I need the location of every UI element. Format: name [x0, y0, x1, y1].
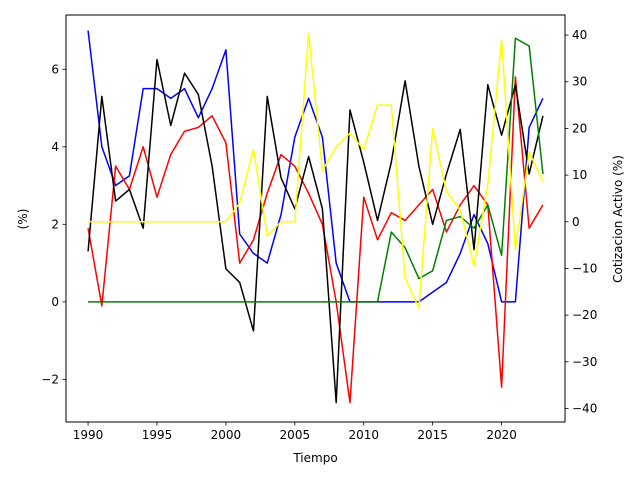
x-tick-label: 2000: [211, 428, 242, 442]
x-tick-label: 2010: [348, 428, 379, 442]
y-right-tick-label: 20: [572, 121, 587, 135]
y-left-axis-ticks: −2 0 2 4 6: [41, 62, 66, 386]
x-tick-label: 1995: [142, 428, 173, 442]
y-right-tick-label: −30: [572, 355, 597, 369]
y-right-tick-label: −10: [572, 261, 597, 275]
x-tick-label: 2005: [280, 428, 311, 442]
y-right-tick-label: 40: [572, 28, 587, 42]
plot-frame: [65, 14, 566, 423]
y-left-tick-label: 4: [51, 140, 59, 154]
x-axis-label: Tiempo: [292, 451, 337, 465]
x-tick-label: 2015: [417, 428, 448, 442]
y-left-tick-label: 0: [51, 295, 59, 309]
x-tick-label: 1990: [73, 428, 104, 442]
y-right-tick-label: −20: [572, 308, 597, 322]
y-right-tick-label: 10: [572, 168, 587, 182]
y-left-axis-label: (%): [16, 209, 30, 230]
series-line-black: [87, 58, 544, 404]
series-line-yellow: [88, 32, 544, 309]
y-right-tick-label: −40: [572, 401, 597, 415]
plot-lines: [87, 30, 544, 404]
y-right-axis-ticks: −40 −30 −20 −10 0 10 20 30 40: [565, 28, 597, 415]
y-right-tick-label: 30: [572, 75, 587, 89]
y-left-tick-label: 2: [51, 217, 59, 231]
x-axis-ticks: 1990 1995 2000 2005 2010 2015 2020: [73, 422, 517, 442]
x-tick-label: 2020: [486, 428, 517, 442]
y-right-axis-label: Cotizacion Activo (%): [611, 155, 625, 283]
y-left-tick-label: −2: [41, 372, 59, 386]
y-left-tick-label: 6: [51, 62, 59, 76]
series-line-green: [88, 37, 544, 303]
y-right-tick-label: 0: [572, 215, 580, 229]
